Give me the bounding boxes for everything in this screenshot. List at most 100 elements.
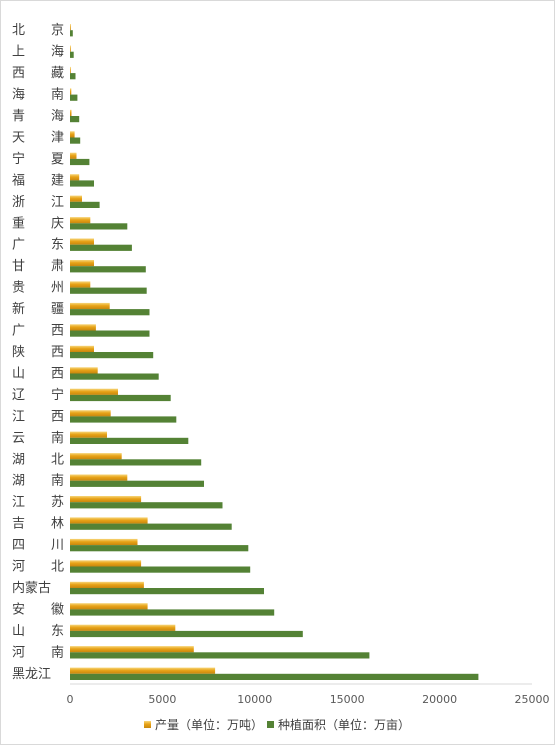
category-label-15: 广 西 — [12, 324, 64, 339]
bar-production-4 — [70, 88, 72, 95]
bar-production-9 — [70, 195, 82, 202]
bar-production-11 — [70, 238, 94, 245]
bar-area-13 — [70, 287, 147, 294]
category-label-25: 四 川 — [12, 538, 64, 553]
bar-production-31 — [70, 667, 216, 674]
bar-area-8 — [70, 180, 94, 187]
bar-area-1 — [70, 30, 73, 37]
bar-area-7 — [70, 158, 90, 166]
category-label-21: 湖 北 — [12, 452, 64, 467]
category-label-16: 陕 西 — [12, 345, 64, 360]
bar-area-12 — [70, 266, 146, 273]
bar-area-28 — [70, 609, 275, 616]
x-tick-label-5: 25000 — [515, 693, 550, 706]
bar-area-19 — [70, 416, 177, 423]
bar-production-16 — [70, 345, 94, 352]
x-tick-label-3: 15000 — [330, 693, 365, 706]
bar-production-24 — [70, 517, 148, 524]
category-label-1: 北 京 — [12, 23, 64, 38]
bar-area-17 — [70, 373, 159, 380]
bar-area-23 — [70, 502, 223, 509]
category-label-29: 山 东 — [12, 624, 64, 639]
bar-production-17 — [70, 367, 98, 374]
bar-area-6 — [70, 137, 81, 144]
bar-production-20 — [70, 431, 107, 438]
bar-production-13 — [70, 281, 91, 288]
bar-area-29 — [70, 630, 303, 638]
bar-production-23 — [70, 496, 142, 503]
category-label-7: 宁 夏 — [12, 151, 64, 167]
bar-area-10 — [70, 223, 128, 230]
legend-swatch-production — [144, 721, 151, 728]
category-label-5: 青 海 — [12, 109, 64, 124]
x-tick-label-2: 10000 — [237, 693, 272, 706]
bar-production-25 — [70, 538, 138, 546]
category-label-4: 海 南 — [12, 87, 64, 103]
bar-area-30 — [70, 652, 370, 659]
bar-area-3 — [70, 73, 76, 80]
bars-group — [70, 24, 479, 680]
bar-area-24 — [70, 523, 232, 530]
category-label-8: 福 建 — [12, 173, 64, 188]
bar-area-9 — [70, 201, 100, 208]
category-label-30: 河 南 — [12, 644, 64, 660]
bar-area-16 — [70, 352, 154, 359]
bar-production-15 — [70, 324, 96, 331]
bar-area-25 — [70, 545, 249, 552]
category-label-9: 浙 江 — [12, 195, 64, 210]
category-label-14: 新 疆 — [12, 301, 64, 317]
bar-production-26 — [70, 560, 142, 567]
bar-production-14 — [70, 302, 110, 310]
bar-production-12 — [70, 260, 94, 267]
legend-label-area: 种植面积（单位：万亩） — [278, 717, 410, 732]
bar-production-1 — [70, 24, 71, 31]
category-label-28: 安 徽 — [12, 602, 64, 617]
bar-production-21 — [70, 453, 122, 460]
bar-production-5 — [70, 109, 72, 116]
category-label-31: 黑龙江 — [12, 667, 51, 682]
bar-production-10 — [70, 217, 91, 224]
bar-production-27 — [70, 581, 144, 588]
bar-area-11 — [70, 244, 132, 251]
category-label-3: 西 藏 — [12, 66, 64, 81]
bar-area-27 — [70, 588, 264, 595]
category-label-23: 江 苏 — [12, 494, 64, 510]
x-tick-label-4: 20000 — [422, 693, 457, 706]
bar-area-14 — [70, 309, 150, 316]
bar-area-2 — [70, 51, 74, 58]
legend-swatch-area — [267, 721, 274, 728]
category-label-17: 山 西 — [12, 367, 64, 382]
category-label-18: 辽 宁 — [12, 387, 64, 403]
bar-area-20 — [70, 437, 189, 444]
x-tick-label-0: 0 — [67, 693, 74, 706]
legend-label-production: 产量（单位：万吨） — [155, 717, 263, 732]
bar-area-4 — [70, 94, 78, 101]
category-label-11: 广 东 — [12, 238, 64, 253]
bar-production-3 — [70, 66, 71, 74]
category-label-13: 贵 州 — [12, 281, 64, 296]
category-label-22: 湖 南 — [12, 473, 64, 489]
bar-production-6 — [70, 131, 75, 138]
bar-production-7 — [70, 152, 77, 159]
category-labels: 北 京上 海西 藏海 南青 海天 津宁 夏福 建浙 江重 庆广 东甘 肃贵 州新… — [12, 23, 64, 682]
bar-production-2 — [70, 45, 71, 52]
category-label-6: 天 津 — [12, 131, 64, 146]
bar-area-15 — [70, 330, 150, 337]
bar-production-28 — [70, 603, 148, 610]
bar-production-8 — [70, 174, 80, 181]
category-label-27: 内蒙古 — [12, 580, 51, 596]
bar-production-29 — [70, 624, 176, 631]
category-label-24: 吉 林 — [12, 517, 64, 532]
category-label-2: 上 海 — [12, 45, 64, 60]
bar-area-18 — [70, 394, 171, 402]
bar-production-18 — [70, 388, 118, 395]
category-label-20: 云 南 — [12, 430, 64, 446]
bar-area-22 — [70, 480, 204, 487]
bar-area-31 — [70, 673, 479, 680]
bar-area-26 — [70, 566, 251, 573]
legend: 产量（单位：万吨） 种植面积（单位：万亩） — [144, 717, 410, 732]
category-label-12: 甘 肃 — [12, 259, 64, 274]
x-axis-ticks: 0 5000 10000 15000 20000 25000 — [67, 693, 550, 706]
